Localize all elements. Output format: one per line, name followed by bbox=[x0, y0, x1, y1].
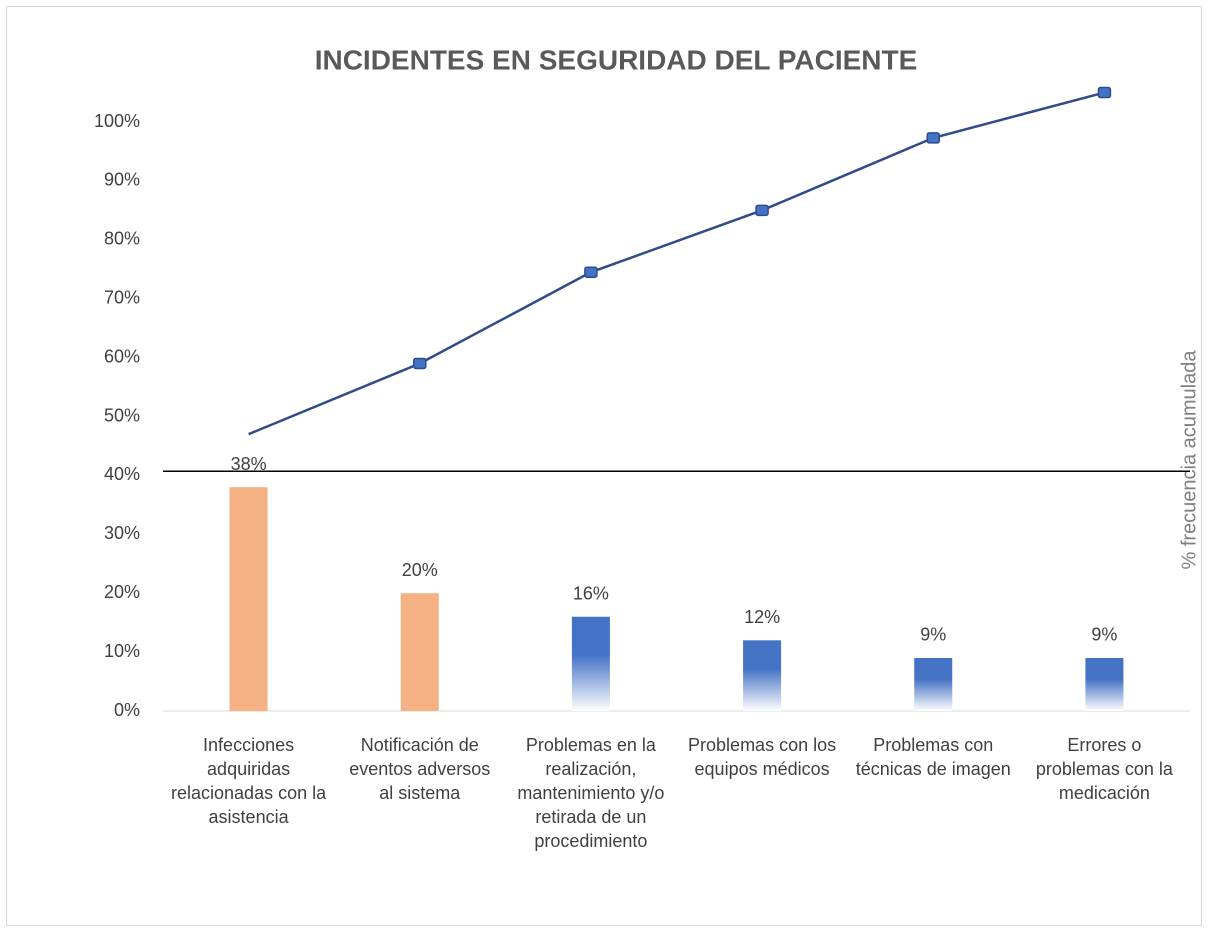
data-label: 38% bbox=[231, 454, 267, 474]
chart-title: INCIDENTES EN SEGURIDAD DEL PACIENTE bbox=[315, 44, 918, 75]
y-tick-label: 0% bbox=[114, 700, 140, 720]
chart-frame bbox=[6, 6, 1202, 926]
cumulative-line bbox=[248, 91, 1105, 436]
bar bbox=[914, 657, 953, 711]
x-tick-label: Notificación de eventos adversos al sist… bbox=[349, 735, 491, 803]
x-tick-label: Problemas en la realización, mantenimien… bbox=[517, 735, 665, 851]
y-tick-label: 100% bbox=[94, 111, 140, 131]
data-label: 12% bbox=[744, 607, 780, 627]
line-marker bbox=[413, 357, 427, 370]
bar bbox=[571, 616, 610, 711]
y-tick-label: 10% bbox=[104, 641, 140, 661]
x-tick-label: Errores o problemas con la medicación bbox=[1035, 735, 1173, 803]
x-tick-label: Problemas con técnicas de imagen bbox=[855, 735, 1011, 779]
bar bbox=[400, 593, 439, 711]
line-marker bbox=[926, 132, 940, 144]
y-tick-label: 50% bbox=[104, 405, 140, 425]
y-tick-label: 80% bbox=[104, 229, 140, 249]
line-marker bbox=[1097, 86, 1112, 99]
data-label: 9% bbox=[920, 625, 946, 645]
y-tick-label: 30% bbox=[104, 523, 140, 543]
y-tick-label: 60% bbox=[104, 346, 140, 366]
line-marker bbox=[755, 204, 769, 217]
data-label: 20% bbox=[402, 560, 438, 580]
y-tick-label: 90% bbox=[104, 170, 140, 190]
y-tick-label: 70% bbox=[104, 287, 140, 307]
y-tick-label: 20% bbox=[104, 582, 140, 602]
x-tick-label: Infecciones adquiridas relacionadas con … bbox=[171, 735, 327, 827]
x-tick-label: Problemas con los equipos médicos bbox=[688, 735, 837, 779]
y-tick-label: 40% bbox=[104, 464, 140, 484]
line-marker bbox=[584, 266, 598, 278]
data-label: 9% bbox=[1091, 625, 1117, 645]
data-label: 16% bbox=[573, 584, 609, 604]
bar bbox=[229, 487, 268, 711]
bar bbox=[743, 640, 782, 711]
y2-axis-label: % frecuencia acumulada bbox=[1178, 350, 1200, 570]
bar bbox=[1085, 657, 1124, 711]
